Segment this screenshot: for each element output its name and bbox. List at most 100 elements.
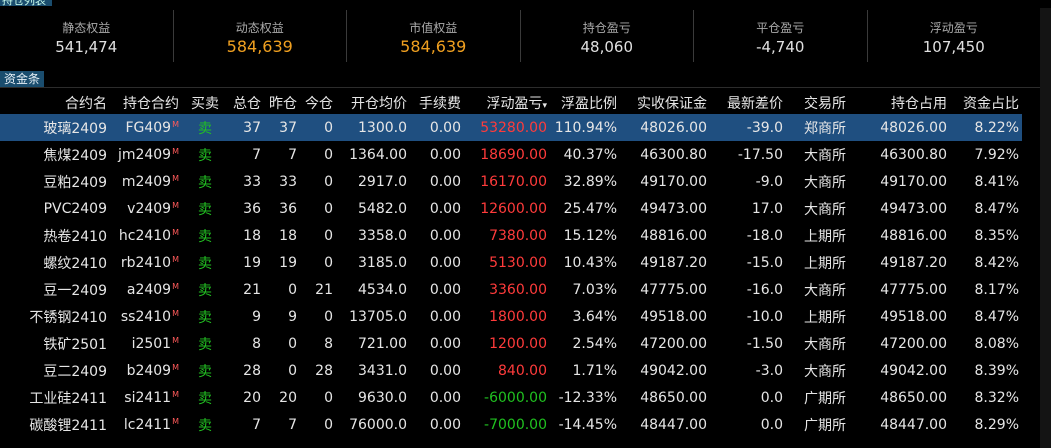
cell-floating-ratio: 25.47%: [550, 195, 620, 222]
col-header-exchange[interactable]: 交易所: [786, 92, 864, 114]
col-header-margin[interactable]: 实收保证金: [620, 92, 710, 114]
cell-today-pos: 0: [300, 249, 336, 276]
cell-value: 20: [243, 389, 261, 406]
table-row[interactable]: 铁矿2501 i2501M 卖 8 0 8 721.00 0.00 1200.00 2.54% 47…: [0, 330, 1022, 357]
table-row[interactable]: 碳酸锂2411 lc2411M 卖 7 7 0 76000.0 0.00 -7000.00 -14…: [0, 411, 1022, 438]
static-equity-cell: 静态权益 541,474: [0, 10, 174, 62]
table-row[interactable]: 不锈钢2410 ss2410M 卖 9 9 0 13705.0 0.00 1800.00 3.64…: [0, 303, 1022, 330]
cell-value: 48816.00: [640, 227, 707, 244]
vertical-scrollbar[interactable]: [1040, 8, 1051, 448]
floating-pnl-cell: 浮动盈亏 107,450: [868, 10, 1041, 62]
col-header-label: 浮盈比例: [561, 96, 617, 112]
cell-value: 18: [279, 227, 297, 244]
cell-floating-pnl: 840.00: [464, 357, 550, 384]
cell-fee: 0.00: [410, 384, 464, 411]
cell-value: PVC2409: [43, 200, 107, 217]
cell-value: 0: [324, 254, 333, 271]
table-row[interactable]: 豆二2409 b2409M 卖 28 0 28 3431.0 0.00 840.00 1.71% 4…: [0, 357, 1022, 384]
cell-margin: 49473.00: [620, 195, 710, 222]
cell-margin: 49187.20: [620, 249, 710, 276]
cell-value: 9630.0: [358, 389, 407, 406]
cell-buy-sell: 卖: [182, 276, 228, 303]
cell-occupied: 49518.00: [864, 303, 950, 330]
cell-value: 48447.00: [880, 416, 947, 433]
cell-value: 8.35%: [974, 227, 1019, 244]
table-row[interactable]: 热卷2410 hc2410M 卖 18 18 0 3358.0 0.00 7380.00 15.1…: [0, 222, 1022, 249]
col-header-label: 今仓: [305, 96, 333, 112]
cell-today-pos: 0: [300, 384, 336, 411]
col-header-yesterday-pos[interactable]: 昨仓: [264, 92, 300, 114]
cell-value: 热卷2410: [43, 228, 107, 245]
cell-contract-name: PVC2409: [0, 195, 110, 222]
cell-occupied: 48026.00: [864, 114, 950, 141]
cell-value: 0.00: [429, 389, 461, 406]
cell-occupied: 49473.00: [864, 195, 950, 222]
cell-value: 1300.0: [358, 119, 407, 136]
cell-yesterday-pos: 37: [264, 114, 300, 141]
cell-contract-name: 不锈钢2410: [0, 303, 110, 330]
cell-margin: 49170.00: [620, 168, 710, 195]
cell-floating-ratio: 2.54%: [550, 330, 620, 357]
col-header-today-pos[interactable]: 今仓: [300, 92, 336, 114]
table-row[interactable]: 螺纹2410 rb2410M 卖 19 19 0 3185.0 0.00 5130.00 10.4…: [0, 249, 1022, 276]
col-header-buy-sell[interactable]: 买卖: [182, 92, 228, 114]
cell-open-avg-price: 76000.0: [336, 411, 410, 438]
cell-latest-diff: -16.0: [710, 276, 786, 303]
cell-value: 8: [252, 335, 261, 352]
col-header-floating-pnl[interactable]: 浮动盈亏▾: [464, 92, 550, 114]
cell-margin: 46300.80: [620, 141, 710, 168]
col-header-position-contract[interactable]: 持仓合约: [110, 92, 182, 114]
cell-open-avg-price: 3358.0: [336, 222, 410, 249]
cell-value: 21: [315, 281, 333, 298]
col-header-floating-ratio[interactable]: 浮盈比例: [550, 92, 620, 114]
col-header-total-pos[interactable]: 总仓: [228, 92, 264, 114]
funds-bar-tab[interactable]: 资金条: [0, 71, 45, 87]
cell-value: 48026.00: [640, 119, 707, 136]
cell-margin: 49042.00: [620, 357, 710, 384]
cell-total-pos: 9: [228, 303, 264, 330]
table-row[interactable]: PVC2409 v2409M 卖 36 36 0 5482.0 0.00 12600.00 25.…: [0, 195, 1022, 222]
cell-yesterday-pos: 0: [264, 276, 300, 303]
main-contract-badge: M: [172, 200, 179, 210]
cell-value: -1.50: [746, 335, 783, 352]
cell-fee: 0.00: [410, 303, 464, 330]
cell-value: 840.00: [498, 362, 547, 379]
cell-value: 28: [243, 362, 261, 379]
cell-value: 不锈钢2410: [29, 309, 107, 326]
cell-value: 铁矿2501: [43, 336, 107, 353]
cell-buy-sell: 卖: [182, 303, 228, 330]
cell-value: 0.00: [429, 173, 461, 190]
cell-contract-name: 工业硅2411: [0, 384, 110, 411]
cell-exchange: 大商所: [786, 195, 864, 222]
cell-value: -10.0: [746, 308, 783, 325]
cell-today-pos: 0: [300, 195, 336, 222]
table-row[interactable]: 豆粕2409 m2409M 卖 33 33 0 2917.0 0.00 16170.00 32.8…: [0, 168, 1022, 195]
cell-total-pos: 20: [228, 384, 264, 411]
table-row[interactable]: 玻璃2409 FG409M 卖 37 37 0 1300.0 0.00 53280.00 110.…: [0, 114, 1022, 141]
table-row[interactable]: 工业硅2411 si2411M 卖 20 20 0 9630.0 0.00 -6000.00 -1…: [0, 384, 1022, 411]
col-header-open-avg-price[interactable]: 开仓均价: [336, 92, 410, 114]
cell-value: 53280.00: [480, 119, 547, 136]
cell-value: 0: [324, 173, 333, 190]
main-contract-badge: M: [172, 119, 179, 129]
cell-yesterday-pos: 33: [264, 168, 300, 195]
cell-value: 卖: [198, 417, 212, 434]
main-contract-badge: M: [172, 335, 179, 345]
col-header-contract-name[interactable]: 合约名: [0, 92, 110, 114]
col-header-latest-diff[interactable]: 最新差价: [710, 92, 786, 114]
cell-floating-ratio: 1.71%: [550, 357, 620, 384]
cell-floating-pnl: 53280.00: [464, 114, 550, 141]
col-header-fund-ratio[interactable]: 资金占比: [950, 92, 1022, 114]
cell-value: rb2410: [120, 254, 172, 271]
col-header-occupied[interactable]: 持仓占用: [864, 92, 950, 114]
main-contract-badge: M: [172, 146, 179, 156]
cell-value: 46300.80: [640, 146, 707, 163]
positions-tab[interactable]: 持仓列表: [0, 0, 52, 6]
col-header-fee[interactable]: 手续费: [410, 92, 464, 114]
cell-occupied: 47200.00: [864, 330, 950, 357]
cell-position-contract: v2409M: [110, 195, 182, 222]
cell-value: 10.43%: [563, 254, 617, 271]
cell-value: 15.12%: [563, 227, 617, 244]
table-row[interactable]: 豆一2409 a2409M 卖 21 0 21 4534.0 0.00 3360.00 7.03%…: [0, 276, 1022, 303]
table-row[interactable]: 焦煤2409 jm2409M 卖 7 7 0 1364.00 0.00 18690.00 40.3…: [0, 141, 1022, 168]
